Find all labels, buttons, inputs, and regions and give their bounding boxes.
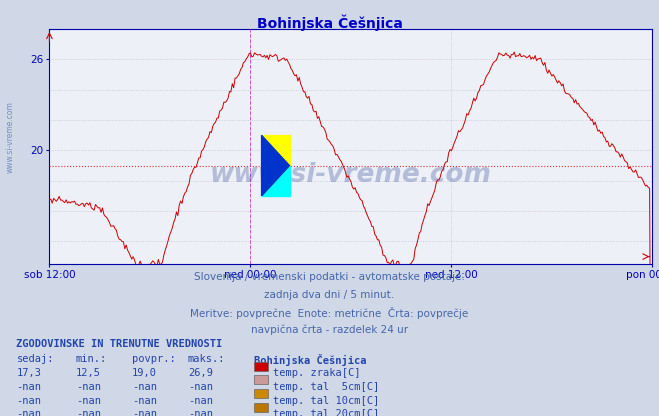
Text: ZGODOVINSKE IN TRENUTNE VREDNOSTI: ZGODOVINSKE IN TRENUTNE VREDNOSTI: [16, 339, 223, 349]
Text: -nan: -nan: [132, 382, 157, 392]
Text: 26,9: 26,9: [188, 368, 213, 378]
Polygon shape: [262, 135, 289, 196]
Text: -nan: -nan: [132, 409, 157, 416]
Text: maks.:: maks.:: [188, 354, 225, 364]
Text: Bohinjska Češnjica: Bohinjska Češnjica: [256, 15, 403, 31]
Text: temp. tal  5cm[C]: temp. tal 5cm[C]: [273, 382, 380, 392]
Text: zadnja dva dni / 5 minut.: zadnja dva dni / 5 minut.: [264, 290, 395, 300]
Text: Bohinjska Češnjica: Bohinjska Češnjica: [254, 354, 366, 366]
Text: navpična črta - razdelek 24 ur: navpična črta - razdelek 24 ur: [251, 325, 408, 335]
Text: 12,5: 12,5: [76, 368, 101, 378]
Text: -nan: -nan: [132, 396, 157, 406]
Text: www.si-vreme.com: www.si-vreme.com: [210, 162, 492, 188]
Text: -nan: -nan: [188, 409, 213, 416]
Text: 17,3: 17,3: [16, 368, 42, 378]
Text: temp. tal 20cm[C]: temp. tal 20cm[C]: [273, 409, 380, 416]
Text: -nan: -nan: [76, 409, 101, 416]
Text: Slovenija / vremenski podatki - avtomatske postaje.: Slovenija / vremenski podatki - avtomats…: [194, 272, 465, 282]
Text: sedaj:: sedaj:: [16, 354, 54, 364]
Text: -nan: -nan: [16, 396, 42, 406]
Polygon shape: [262, 166, 289, 196]
Text: -nan: -nan: [76, 382, 101, 392]
Text: -nan: -nan: [16, 382, 42, 392]
Text: www.si-vreme.com: www.si-vreme.com: [5, 102, 14, 173]
Text: -nan: -nan: [188, 382, 213, 392]
Text: 19,0: 19,0: [132, 368, 157, 378]
Text: -nan: -nan: [16, 409, 42, 416]
Text: temp. tal 10cm[C]: temp. tal 10cm[C]: [273, 396, 380, 406]
Text: Meritve: povprečne  Enote: metrične  Črta: povprečje: Meritve: povprečne Enote: metrične Črta:…: [190, 307, 469, 319]
Text: -nan: -nan: [188, 396, 213, 406]
Text: povpr.:: povpr.:: [132, 354, 175, 364]
Text: -nan: -nan: [76, 396, 101, 406]
Text: min.:: min.:: [76, 354, 107, 364]
Text: temp. zraka[C]: temp. zraka[C]: [273, 368, 361, 378]
Polygon shape: [262, 135, 289, 172]
